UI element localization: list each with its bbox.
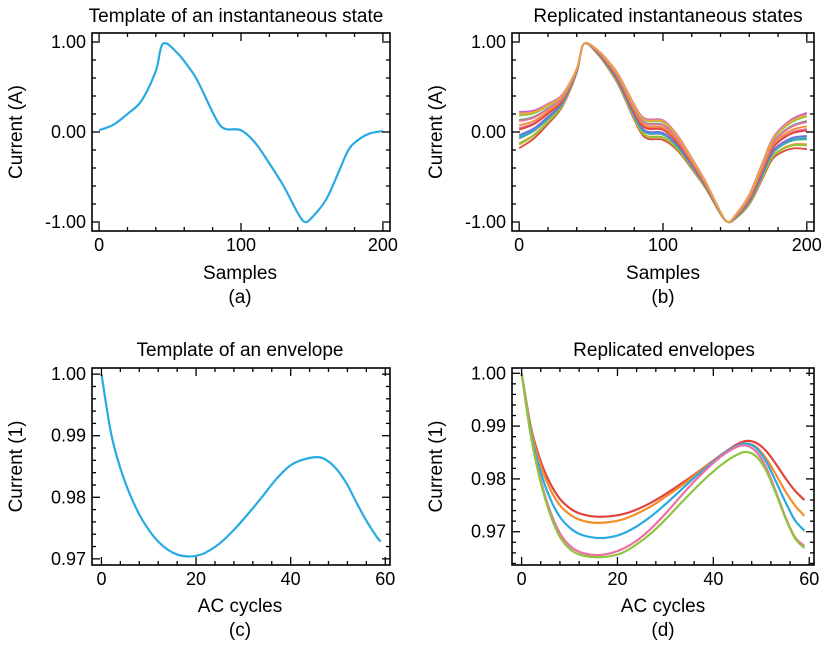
x-axis-label: Samples (626, 263, 700, 284)
panel-d: Replicated envelopes 0 20 40 60 1.00 0.99 0.98 0… (426, 340, 819, 641)
y-tick-label: 0.00 (471, 122, 506, 142)
series-line-red (520, 373, 806, 518)
y-tick-label: 1.00 (51, 364, 86, 384)
y-tick-label: -1.00 (465, 212, 506, 232)
x-tick-label: 40 (703, 569, 723, 589)
series-line-template (100, 373, 382, 558)
y-tick-label: 1.00 (51, 32, 86, 52)
panel-a: Template of an instantaneous state 0 100 20… (6, 6, 398, 308)
axes-frame (91, 32, 391, 232)
panel-caption: (c) (229, 620, 251, 641)
series-line-template (98, 42, 384, 224)
y-tick-label: 1.00 (471, 32, 506, 52)
axes-frame (511, 367, 815, 566)
plot-area (100, 373, 382, 558)
x-tick-label: 200 (368, 235, 398, 255)
panel-b: Replicated instantaneous states 0 100 200 1.… (426, 6, 822, 308)
x-tick-label: 200 (792, 235, 822, 255)
x-tick-label: 60 (799, 569, 819, 589)
x-tick-label: 0 (94, 235, 104, 255)
x-axis-label: AC cycles (621, 596, 705, 617)
y-tick-label: 0.97 (51, 549, 86, 569)
y-axis-label: Current (1) (6, 421, 27, 513)
x-tick-label: 100 (648, 235, 678, 255)
series-line-green (520, 373, 806, 559)
panel-caption: (d) (651, 620, 674, 641)
plot-area (518, 42, 808, 224)
series-line-orange (520, 373, 806, 525)
y-axis-label: Current (A) (6, 85, 27, 179)
axes-frame (91, 367, 391, 566)
x-tick-label: 20 (607, 569, 627, 589)
y-tick-label: 0.99 (51, 426, 86, 446)
panel-caption: (a) (228, 287, 251, 308)
series-line-replica-8 (518, 42, 807, 224)
x-tick-label: 0 (517, 569, 527, 589)
series-line-blue (520, 373, 806, 540)
chart-title: Template of an envelope (136, 340, 343, 361)
y-axis-label: Current (1) (426, 421, 447, 513)
y-tick-label: 0.99 (471, 416, 506, 436)
y-tick-label: 0.00 (51, 122, 86, 142)
y-tick-label: 1.00 (471, 363, 506, 383)
y-tick-label: -1.00 (45, 212, 86, 232)
x-axis-label: Samples (203, 263, 277, 284)
x-tick-label: 0 (96, 569, 106, 589)
x-tick-label: 60 (375, 569, 395, 589)
plot-area (520, 373, 806, 559)
x-axis-label: AC cycles (198, 596, 282, 617)
series-line-pink (520, 373, 806, 557)
y-tick-label: 0.97 (471, 522, 506, 542)
plot-area (98, 42, 384, 224)
panel-caption: (b) (651, 287, 674, 308)
y-axis-label: Current (A) (426, 85, 447, 179)
panel-c: Template of an envelope 0 20 40 60 1.00 0.99 0.… (6, 340, 395, 641)
x-tick-label: 40 (281, 569, 301, 589)
x-tick-label: 100 (226, 235, 256, 255)
series-line-replica-18 (519, 42, 808, 224)
chart-title: Replicated instantaneous states (533, 6, 802, 27)
chart-title: Replicated envelopes (573, 340, 755, 361)
x-tick-label: 0 (514, 235, 524, 255)
y-tick-label: 0.98 (51, 487, 86, 507)
x-tick-label: 20 (186, 569, 206, 589)
y-tick-label: 0.98 (471, 469, 506, 489)
chart-title: Template of an instantaneous state (89, 6, 384, 27)
